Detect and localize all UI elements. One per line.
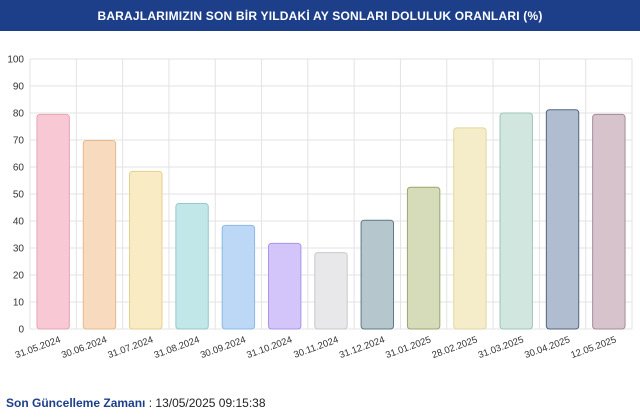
bar-31.01.2025 — [406, 186, 441, 330]
y-tick-label: 60 — [13, 163, 25, 174]
y-tick-label: 30 — [13, 244, 25, 255]
bar-31.03.2025 — [499, 112, 533, 330]
bar-31.12.2024 — [360, 219, 395, 330]
bar-30.09.2024 — [221, 224, 256, 330]
x-tick-label: 28.02.2025 — [431, 334, 479, 361]
x-axis-ticks: 31.05.202430.06.202431.07.202431.08.2024… — [14, 334, 618, 361]
x-tick-label: 31.01.2025 — [384, 334, 432, 361]
x-tick-label: 30.11.2024 — [292, 334, 340, 360]
x-tick-label: 31.12.2024 — [338, 334, 386, 361]
y-tick-label: 0 — [18, 325, 24, 336]
y-tick-label: 20 — [13, 271, 25, 282]
last-update: Son Güncelleme Zamanı : 13/05/2025 09:15… — [6, 396, 266, 410]
bar-28.02.2025 — [453, 127, 487, 330]
x-tick-label: 31.05.2024 — [14, 334, 62, 361]
y-tick-label: 40 — [13, 217, 25, 228]
y-tick-label: 10 — [13, 298, 25, 309]
last-update-value: 13/05/2025 09:15:38 — [155, 396, 266, 410]
chart-title: BARAJLARIMIZIN SON BİR YILDAKİ AY SONLAR… — [97, 8, 543, 23]
bar-chart: 0 10 20 30 40 50 60 70 80 90 100 31.05.202430.06.2… — [7, 55, 633, 361]
x-tick-label: 30.06.2024 — [60, 334, 108, 361]
x-tick-label: 31.03.2025 — [477, 334, 525, 361]
bar-31.10.2024 — [267, 242, 302, 330]
x-tick-label: 31.08.2024 — [153, 334, 201, 361]
last-update-label: Son Güncelleme Zamanı — [6, 396, 146, 410]
x-tick-label: 30.04.2025 — [523, 334, 571, 361]
chart-title-bar: BARAJLARIMIZIN SON BİR YILDAKİ AY SONLAR… — [0, 0, 640, 31]
bars — [36, 109, 626, 330]
last-update-separator: : — [145, 396, 156, 410]
bar-31.07.2024 — [129, 170, 163, 330]
x-tick-label: 31.07.2024 — [106, 334, 154, 361]
y-tick-label: 90 — [13, 82, 25, 93]
bar-30.04.2025 — [545, 109, 580, 330]
x-tick-label: 31.10.2024 — [245, 334, 293, 361]
bar-12.05.2025 — [592, 113, 626, 330]
y-tick-label: 70 — [13, 136, 25, 147]
bar-31.08.2024 — [175, 202, 209, 330]
bar-30.11.2024 — [314, 252, 348, 330]
x-tick-label: 12.05.2025 — [569, 334, 617, 361]
y-axis-ticks: 0 10 20 30 40 50 60 70 80 90 100 — [7, 55, 24, 336]
y-tick-label: 100 — [7, 55, 24, 66]
y-tick-label: 80 — [13, 109, 25, 120]
y-tick-label: 50 — [13, 190, 25, 201]
bar-30.06.2024 — [82, 140, 117, 330]
bar-31.05.2024 — [36, 113, 70, 330]
x-tick-label: 30.09.2024 — [199, 334, 247, 361]
